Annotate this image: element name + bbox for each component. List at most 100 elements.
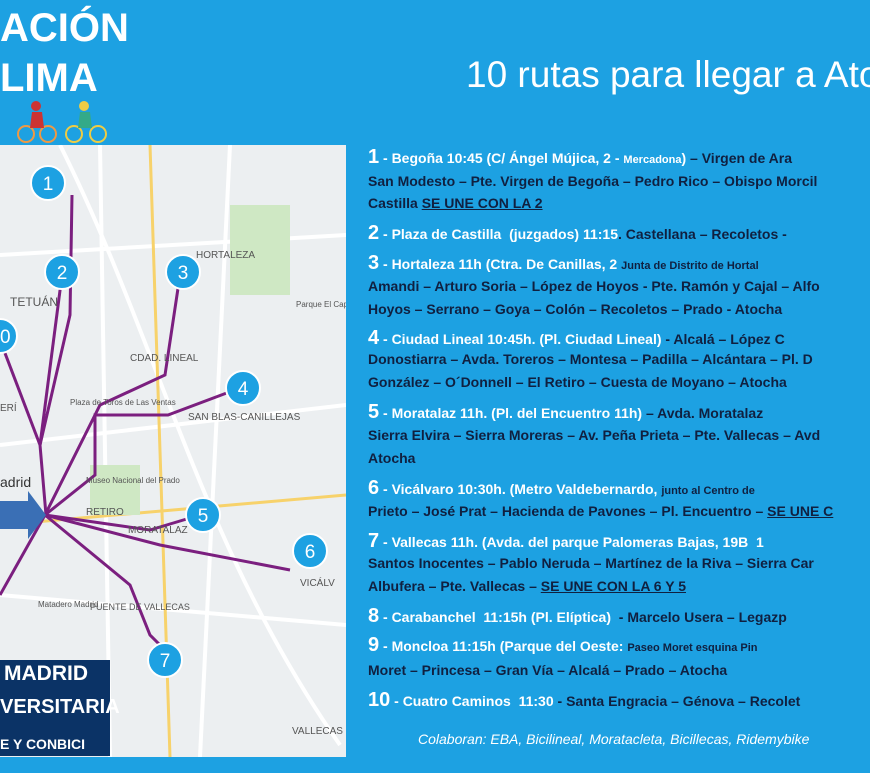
- map-label: adrid: [0, 474, 31, 490]
- route-marker: [30, 165, 66, 201]
- route-text: Albufera – Pte. Vallecas –: [368, 578, 541, 594]
- route-text: junto al Centro de: [661, 485, 755, 497]
- route-text: - Plaza de Castilla (juzgados) 11:15: [383, 226, 618, 242]
- route-line: 2 - Plaza de Castilla (juzgados) 11:15. …: [368, 222, 787, 245]
- route-marker: [44, 254, 80, 290]
- route-text: – Virgen de Ara: [686, 150, 792, 166]
- route-line: 10 - Cuatro Caminos 11:30 - Santa Engrac…: [368, 689, 800, 712]
- badge-text: MADRID: [4, 662, 88, 685]
- route-marker: [292, 533, 328, 569]
- logo-text: ACIÓN: [0, 6, 129, 50]
- route-number: 5: [368, 401, 380, 423]
- route-text: – Avda. Moratalaz: [642, 405, 764, 421]
- route-text: - Vallecas 11h. (Avda. del parque Palome…: [383, 534, 764, 550]
- route-text: Mercadona: [623, 154, 682, 166]
- route-text: - Begoña 10:45 (C/ Ángel Mújica, 2 -: [383, 150, 624, 166]
- route-text: - Santa Engracia – Génova – Recolet: [553, 693, 801, 709]
- route-line: San Modesto – Pte. Virgen de Begoña – Pe…: [368, 173, 817, 189]
- route-number: 1: [368, 146, 380, 168]
- route-text: . Castellana – Recoletos -: [617, 226, 787, 242]
- map: HORTALEZA TETUÁN CDAD. LINEAL SAN BLAS-C…: [0, 145, 346, 757]
- route-line: 4 - Ciudad Lineal 10:45h. (Pl. Ciudad Li…: [368, 327, 785, 350]
- route-number: 2: [368, 222, 380, 244]
- map-label: HORTALEZA: [196, 250, 255, 261]
- route-line: Donostiarra – Avda. Toreros – Montesa – …: [368, 351, 813, 367]
- route-marker-label: 5: [198, 506, 209, 527]
- badge-text: VERSITARIA: [0, 696, 120, 718]
- route-text: Atocha: [368, 450, 416, 466]
- route-line: Sierra Elvira – Sierra Moreras – Av. Peñ…: [368, 427, 820, 443]
- badge-text: E Y CONBICI: [0, 736, 86, 752]
- route-marker-label: 4: [238, 379, 249, 400]
- route-text: - Cuatro Caminos 11:30: [394, 693, 554, 709]
- route-text: Sierra Elvira – Sierra Moreras – Av. Peñ…: [368, 427, 821, 443]
- route-text: - Hortaleza 11h (Ctra. De Canillas, 2: [383, 256, 622, 272]
- route-text: - Moncloa 11:15h (Parque del Oeste:: [383, 638, 628, 654]
- route-line: 6 - Vicálvaro 10:30h. (Metro Valdebernar…: [368, 477, 755, 500]
- map-label: Matadero Madrid: [38, 600, 98, 609]
- route-line: 8 - Carabanchel 11:15h (Pl. Elíptica) - …: [368, 605, 787, 628]
- route-text: Donostiarra – Avda. Toreros – Montesa – …: [368, 351, 813, 367]
- route-marker: [225, 370, 261, 406]
- map-label: MORATALAZ: [128, 525, 188, 536]
- route-text: Prieto – José Prat – Hacienda de Pavones…: [368, 503, 768, 519]
- route-text: - Alcalá – López C: [661, 331, 785, 347]
- route-marker-label: 10: [0, 327, 11, 348]
- route-text: San Modesto – Pte. Virgen de Begoña – Pe…: [368, 173, 818, 189]
- route-marker: [0, 318, 18, 354]
- map-label: RETIRO: [86, 507, 124, 518]
- route-text: - Vicálvaro 10:30h. (Metro Valdebernardo…: [383, 481, 662, 497]
- route-text: Amandi – Arturo Soria – López de Hoyos -…: [368, 278, 820, 294]
- route-text: - Marcelo Usera – Legazp: [610, 609, 787, 625]
- map-label: SAN BLAS-CANILLEJAS: [188, 412, 301, 423]
- route-number: 9: [368, 634, 380, 656]
- badge: [0, 660, 110, 756]
- map-label: ERÍ: [0, 401, 17, 414]
- route-number: 10: [368, 689, 391, 711]
- map-label: CDAD. LINEAL: [130, 353, 199, 364]
- route-marker-label: 1: [43, 174, 54, 195]
- route-text: González – O´Donnell – El Retiro – Cuest…: [368, 374, 787, 390]
- route-marker-label: 2: [57, 263, 68, 284]
- route-line: 3 - Hortaleza 11h (Ctra. De Canillas, 2 …: [368, 252, 759, 275]
- route-marker: [147, 642, 183, 678]
- route-text: - Carabanchel 11:15h (Pl. Elíptica): [383, 609, 611, 625]
- route-line: 5 - Moratalaz 11h. (Pl. del Encuentro 11…: [368, 401, 763, 424]
- map-label: PUENTE DE VALLECAS: [90, 602, 190, 612]
- route-number: 8: [368, 605, 380, 627]
- map-label: Parque El Capricho: [296, 300, 346, 309]
- route-number: 7: [368, 530, 380, 552]
- route-text: Junta de Distrito de Hortal: [621, 260, 759, 272]
- route-text: - Ciudad Lineal 10:45h. (Pl. Ciudad Line…: [383, 331, 662, 347]
- route-marker-label: 3: [178, 263, 189, 284]
- route-text: SE UNE C: [767, 503, 834, 519]
- route-marker-label: 7: [160, 651, 171, 672]
- map-label: Plaza de Toros de Las Ventas: [70, 398, 176, 407]
- route-marker: [185, 497, 221, 533]
- route-text: SE UNE CON LA 2: [421, 195, 543, 211]
- logo-text: LIMA: [0, 56, 98, 100]
- route-marker-label: 6: [305, 542, 316, 563]
- map-label: VICÁLV: [300, 576, 335, 589]
- route-line: 7 - Vallecas 11h. (Avda. del parque Palo…: [368, 530, 764, 553]
- route-line: Amandi – Arturo Soria – López de Hoyos -…: [368, 278, 820, 294]
- route-line: Hoyos – Serrano – Goya – Colón – Recolet…: [368, 301, 782, 317]
- route-line: 1 - Begoña 10:45 (C/ Ángel Mújica, 2 - M…: [368, 146, 792, 169]
- route-line: Prieto – José Prat – Hacienda de Pavones…: [368, 503, 833, 519]
- map-label: TETUÁN: [10, 294, 58, 309]
- route-text: Moret – Princesa – Gran Vía – Alcalá – P…: [368, 662, 728, 678]
- route-text: SE UNE CON LA 6 Y 5: [540, 578, 686, 594]
- map-label: VALLECAS: [292, 726, 343, 737]
- map-label: Museo Nacional del Prado: [86, 476, 180, 485]
- route-line: Castilla SE UNE CON LA 2: [368, 195, 543, 211]
- route-text: - Moratalaz 11h. (Pl. del Encuentro 11h): [383, 405, 643, 421]
- route-marker: [165, 254, 201, 290]
- cyclists-icon: [17, 101, 107, 143]
- route-line: Atocha: [368, 450, 415, 466]
- route-line: Santos Inocentes – Pablo Neruda – Martín…: [368, 555, 814, 571]
- route-text: Castilla: [368, 195, 422, 211]
- title: 10 rutas para llegar a Atoc: [466, 54, 870, 95]
- route-number: 3: [368, 252, 380, 274]
- route-line: Moret – Princesa – Gran Vía – Alcalá – P…: [368, 662, 727, 678]
